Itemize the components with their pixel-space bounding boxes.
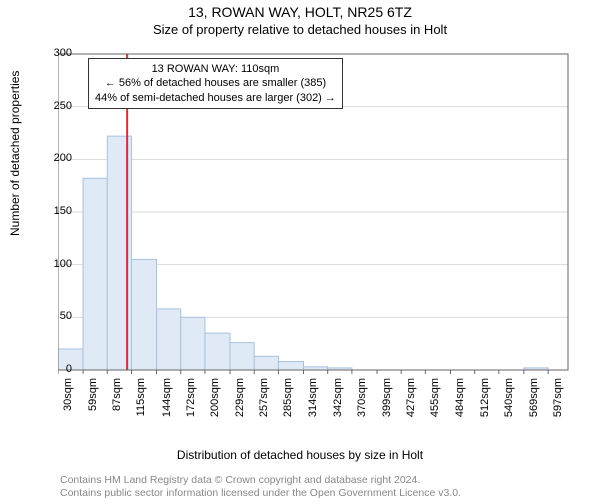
x-tick-label: 484sqm xyxy=(454,378,466,438)
footnote-line1: Contains HM Land Registry data © Crown c… xyxy=(60,474,420,486)
x-tick-label: 342sqm xyxy=(332,378,344,438)
page-title-line1: 13, ROWAN WAY, HOLT, NR25 6TZ xyxy=(0,4,600,20)
annotation-line1: 13 ROWAN WAY: 110sqm xyxy=(95,62,336,76)
x-tick-label: 314sqm xyxy=(307,378,319,438)
y-tick-label: 100 xyxy=(32,258,72,270)
x-tick-label: 59sqm xyxy=(87,378,99,438)
y-axis-label: Number of detached properties xyxy=(8,71,22,236)
x-tick-label: 569sqm xyxy=(528,378,540,438)
x-tick-label: 597sqm xyxy=(552,378,564,438)
x-tick-label: 87sqm xyxy=(111,378,123,438)
page-title-line2: Size of property relative to detached ho… xyxy=(0,22,600,37)
x-tick-label: 370sqm xyxy=(356,378,368,438)
footnote-line2: Contains public sector information licen… xyxy=(60,487,461,499)
y-tick-label: 50 xyxy=(32,310,72,322)
x-tick-label: 427sqm xyxy=(405,378,417,438)
x-tick-label: 30sqm xyxy=(62,378,74,438)
annotation-line2: ← 56% of detached houses are smaller (38… xyxy=(95,76,336,90)
x-tick-label: 115sqm xyxy=(135,378,147,438)
annotation-box: 13 ROWAN WAY: 110sqm ← 56% of detached h… xyxy=(88,58,343,109)
x-tick-label: 257sqm xyxy=(258,378,270,438)
x-tick-label: 285sqm xyxy=(282,378,294,438)
x-tick-label: 512sqm xyxy=(479,378,491,438)
x-tick-label: 200sqm xyxy=(209,378,221,438)
annotation-line3: 44% of semi-detached houses are larger (… xyxy=(95,91,336,105)
x-axis-label: Distribution of detached houses by size … xyxy=(0,448,600,462)
y-tick-label: 300 xyxy=(32,47,72,59)
x-tick-label: 455sqm xyxy=(429,378,441,438)
x-tick-label: 172sqm xyxy=(185,378,197,438)
y-tick-label: 250 xyxy=(32,100,72,112)
x-tick-label: 540sqm xyxy=(503,378,515,438)
x-tick-label: 144sqm xyxy=(161,378,173,438)
y-tick-label: 150 xyxy=(32,205,72,217)
y-tick-label: 0 xyxy=(32,363,72,375)
x-tick-label: 229sqm xyxy=(234,378,246,438)
y-tick-label: 200 xyxy=(32,152,72,164)
x-tick-label: 399sqm xyxy=(381,378,393,438)
